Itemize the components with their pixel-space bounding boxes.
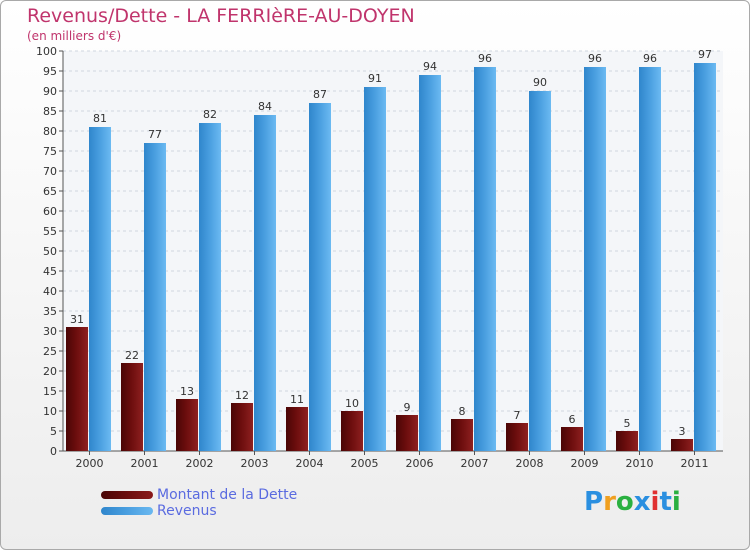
x-tick-label-2005: 2005: [351, 457, 379, 470]
bar-revenus-2000: [89, 127, 111, 451]
data-label-revenus-2004: 87: [313, 88, 327, 101]
bar-revenus-2010: [639, 67, 661, 451]
x-tick-label-2003: 2003: [241, 457, 269, 470]
bar-dette-2001: [121, 363, 143, 451]
bar-revenus-2011: [694, 63, 716, 451]
logo-letter: t: [659, 487, 672, 517]
data-label-revenus-2003: 84: [258, 100, 272, 113]
data-label-revenus-2011: 97: [698, 48, 712, 61]
bar-revenus-2003: [254, 115, 276, 451]
y-tick-label: 95: [43, 65, 57, 78]
data-label-revenus-2009: 96: [588, 52, 602, 65]
x-tick-label-2002: 2002: [186, 457, 214, 470]
bar-dette-2000: [66, 327, 88, 451]
y-tick-label: 80: [43, 125, 57, 138]
data-label-revenus-2000: 81: [93, 112, 107, 125]
y-tick-label: 75: [43, 145, 57, 158]
y-tick-label: 10: [43, 405, 57, 418]
y-tick-label: 45: [43, 265, 57, 278]
legend-label-dette: Montant de la Dette: [157, 487, 298, 503]
logo-letter: x: [633, 487, 651, 517]
y-tick-label: 30: [43, 325, 57, 338]
legend-label-revenus: Revenus: [157, 503, 217, 519]
proxiti-logo: Proxiti: [584, 487, 681, 517]
bar-revenus-2005: [364, 87, 386, 451]
x-tick-label-2008: 2008: [516, 457, 544, 470]
x-tick-label-2006: 2006: [406, 457, 434, 470]
data-label-revenus-2007: 96: [478, 52, 492, 65]
bar-dette-2004: [286, 407, 308, 451]
bar-revenus-2007: [474, 67, 496, 451]
bar-revenus-2008: [529, 91, 551, 451]
y-tick-label: 40: [43, 285, 57, 298]
data-label-dette-2007: 8: [459, 405, 466, 418]
x-tick-label-2009: 2009: [571, 457, 599, 470]
y-tick-label: 0: [50, 445, 57, 458]
data-label-dette-2001: 22: [125, 349, 139, 362]
logo-letter: P: [584, 487, 604, 517]
data-label-revenus-2006: 94: [423, 60, 437, 73]
x-tick-label-2004: 2004: [296, 457, 324, 470]
bar-revenus-2009: [584, 67, 606, 451]
y-tick-label: 35: [43, 305, 57, 318]
bar-revenus-2001: [144, 143, 166, 451]
y-tick-label: 15: [43, 385, 57, 398]
x-tick-label-2001: 2001: [131, 457, 159, 470]
data-label-dette-2008: 7: [514, 409, 521, 422]
data-label-dette-2005: 10: [345, 397, 359, 410]
data-label-revenus-2008: 90: [533, 76, 547, 89]
bar-revenus-2006: [419, 75, 441, 451]
logo-letter: i: [671, 487, 681, 517]
y-tick-label: 60: [43, 205, 57, 218]
chart-subtitle: (en milliers d'€): [27, 29, 122, 43]
legend-swatch-dette: [101, 491, 153, 499]
data-label-dette-2009: 6: [569, 413, 576, 426]
bar-dette-2003: [231, 403, 253, 451]
bar-dette-2008: [506, 423, 528, 451]
logo-letter: i: [650, 487, 660, 517]
y-tick-label: 5: [50, 425, 57, 438]
data-label-dette-2006: 9: [404, 401, 411, 414]
bar-dette-2011: [671, 439, 693, 451]
y-tick-label: 65: [43, 185, 57, 198]
x-tick-label-2000: 2000: [76, 457, 104, 470]
data-label-dette-2003: 12: [235, 389, 249, 402]
y-tick-label: 90: [43, 85, 57, 98]
bar-dette-2010: [616, 431, 638, 451]
bar-revenus-2004: [309, 103, 331, 451]
y-tick-label: 20: [43, 365, 57, 378]
y-tick-label: 85: [43, 105, 57, 118]
x-tick-label-2010: 2010: [626, 457, 654, 470]
x-tick-label-2007: 2007: [461, 457, 489, 470]
chart-title: Revenus/Dette - LA FERRIèRE-AU-DOYEN: [27, 5, 415, 27]
bar-dette-2007: [451, 419, 473, 451]
data-label-dette-2002: 13: [180, 385, 194, 398]
logo-letter: r: [603, 487, 616, 517]
logo-letter: o: [615, 487, 634, 517]
legend-swatch-revenus: [101, 507, 153, 515]
data-label-revenus-2002: 82: [203, 108, 217, 121]
y-tick-label: 50: [43, 245, 57, 258]
bar-revenus-2002: [199, 123, 221, 451]
data-label-revenus-2001: 77: [148, 128, 162, 141]
data-label-revenus-2010: 96: [643, 52, 657, 65]
y-tick-label: 55: [43, 225, 57, 238]
bar-dette-2009: [561, 427, 583, 451]
bar-dette-2005: [341, 411, 363, 451]
y-tick-label: 25: [43, 345, 57, 358]
y-tick-label: 100: [36, 45, 57, 58]
y-tick-label: 70: [43, 165, 57, 178]
data-label-dette-2000: 31: [70, 313, 84, 326]
data-label-dette-2004: 11: [290, 393, 304, 406]
bar-dette-2006: [396, 415, 418, 451]
bar-dette-2002: [176, 399, 198, 451]
data-label-dette-2011: 3: [679, 425, 686, 438]
x-tick-label-2011: 2011: [681, 457, 709, 470]
data-label-dette-2010: 5: [624, 417, 631, 430]
data-label-revenus-2005: 91: [368, 72, 382, 85]
